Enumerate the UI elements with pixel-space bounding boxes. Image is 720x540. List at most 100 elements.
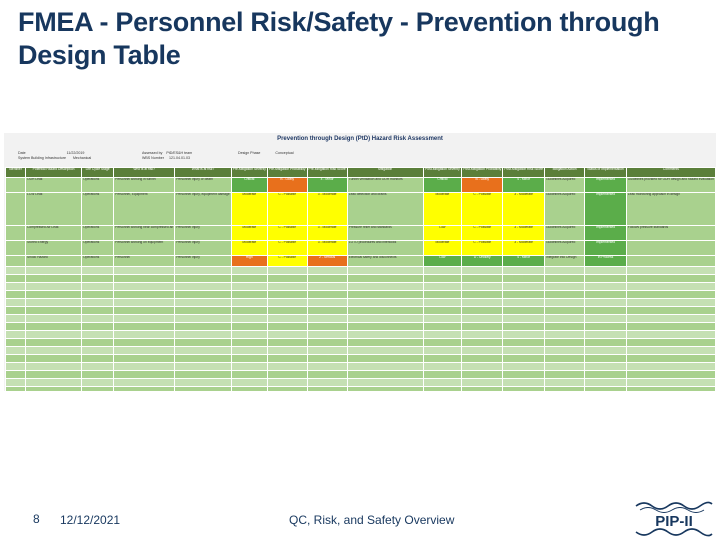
table-cell xyxy=(4,255,27,267)
header-cell: Mitigation Action xyxy=(543,167,586,178)
table-row: Shock Hazard Operations Personnel Person… xyxy=(4,255,716,267)
empty-cell xyxy=(25,290,83,299)
empty-cell xyxy=(81,354,115,363)
empty-cell xyxy=(422,314,463,323)
empty-cell xyxy=(502,298,545,307)
empty-cell xyxy=(543,362,586,371)
header-cell: Pre-Mitigation Severity xyxy=(230,167,268,178)
logo-wave-top-inner xyxy=(639,507,705,513)
empty-cell xyxy=(230,370,268,379)
table-cell: Leak detection and drains xyxy=(346,192,424,226)
empty-cell xyxy=(422,298,463,307)
meta-assessed-value: PtD/ES&H team xyxy=(166,151,193,155)
meta-date-label: Date xyxy=(18,151,26,155)
table-cell: Personnel working in tunnel xyxy=(113,177,176,193)
empty-cell xyxy=(230,378,268,387)
empty-cell xyxy=(502,274,545,283)
empty-cell xyxy=(584,370,627,379)
table-header-row: Identifier Potential Hazard Description … xyxy=(4,167,716,178)
table-title: Prevention through Design (PtD) Hazard R… xyxy=(277,136,443,142)
empty-cell xyxy=(543,386,586,391)
logo-wave-bottom xyxy=(635,528,713,537)
empty-cell xyxy=(266,330,308,339)
empty-cell xyxy=(4,306,27,315)
empty-table-row xyxy=(4,330,716,339)
empty-cell xyxy=(346,306,424,315)
empty-cell xyxy=(266,354,308,363)
empty-cell xyxy=(230,330,268,339)
empty-cell xyxy=(502,314,545,323)
table-cell: Implemented xyxy=(584,240,627,256)
empty-cell xyxy=(461,298,504,307)
table-cell: Personnel injury xyxy=(174,255,232,267)
empty-cell xyxy=(25,282,83,291)
empty-cell xyxy=(461,322,504,331)
table-cell: Moderate xyxy=(422,240,463,256)
empty-cell xyxy=(81,274,115,283)
empty-cell xyxy=(306,370,348,379)
table-cell: Pressure relief and standards xyxy=(346,225,424,241)
empty-cell xyxy=(306,274,348,283)
footer-date: 12/12/2021 xyxy=(60,513,121,527)
table-cell: Personnel working near compressed air xyxy=(113,225,176,241)
empty-cell xyxy=(174,378,232,387)
header-cell: Status of Implementation xyxy=(584,167,627,178)
empty-cell xyxy=(230,314,268,323)
empty-cell xyxy=(174,282,232,291)
table-cell: Operations xyxy=(81,192,115,226)
empty-cell xyxy=(230,354,268,363)
hazard-table: Identifier Potential Hazard Description … xyxy=(4,167,716,391)
empty-cell xyxy=(113,274,176,283)
table-cell: Implemented xyxy=(584,192,627,226)
empty-cell xyxy=(174,322,232,331)
table-cell: 4 - Minor xyxy=(502,177,545,193)
table-cell: Shock Hazard xyxy=(25,255,83,267)
page-number: 8 xyxy=(33,512,40,526)
empty-cell xyxy=(25,370,83,379)
empty-cell xyxy=(461,274,504,283)
empty-cell xyxy=(502,346,545,355)
empty-cell xyxy=(584,322,627,331)
empty-cell xyxy=(230,386,268,391)
table-row: Stored Energy Operations Personnel worki… xyxy=(4,240,716,256)
empty-cell xyxy=(113,362,176,371)
table-cell: 4 - Minor xyxy=(502,255,545,267)
empty-cell xyxy=(25,354,83,363)
empty-cell xyxy=(543,346,586,355)
empty-table-row xyxy=(4,338,716,347)
empty-cell xyxy=(266,370,308,379)
table-cell: Guidelines provided for ODH design and h… xyxy=(625,177,716,193)
empty-cell xyxy=(346,266,424,275)
empty-cell xyxy=(422,306,463,315)
table-cell: Critical xyxy=(230,177,268,193)
empty-cell xyxy=(346,378,424,387)
table-cell: 3 - Moderate xyxy=(502,225,545,241)
empty-cell xyxy=(584,298,627,307)
table-row: Compressed Air Leak Operations Personnel… xyxy=(4,225,716,241)
table-cell xyxy=(625,240,716,256)
empty-cell xyxy=(461,346,504,355)
empty-table-row xyxy=(4,290,716,299)
empty-cell xyxy=(502,362,545,371)
empty-cell xyxy=(502,282,545,291)
table-cell: Tunnel ventilation and ODH monitors xyxy=(346,177,424,193)
empty-cell xyxy=(625,322,716,331)
table-cell: C - Possible xyxy=(266,255,308,267)
empty-cell xyxy=(584,378,627,387)
empty-cell xyxy=(25,346,83,355)
empty-cell xyxy=(113,330,176,339)
empty-cell xyxy=(4,378,27,387)
empty-cell xyxy=(543,282,586,291)
empty-cell xyxy=(230,338,268,347)
empty-cell xyxy=(461,306,504,315)
table-cell: Personnel, Equipment xyxy=(113,192,176,226)
empty-cell xyxy=(81,386,115,391)
empty-cell xyxy=(113,314,176,323)
empty-cell xyxy=(4,362,27,371)
empty-cell xyxy=(81,370,115,379)
empty-cell xyxy=(4,314,27,323)
header-cell: Mitigation xyxy=(346,167,424,178)
empty-cell xyxy=(113,282,176,291)
table-cell: Follows pressure standards xyxy=(625,225,716,241)
empty-cell xyxy=(502,322,545,331)
